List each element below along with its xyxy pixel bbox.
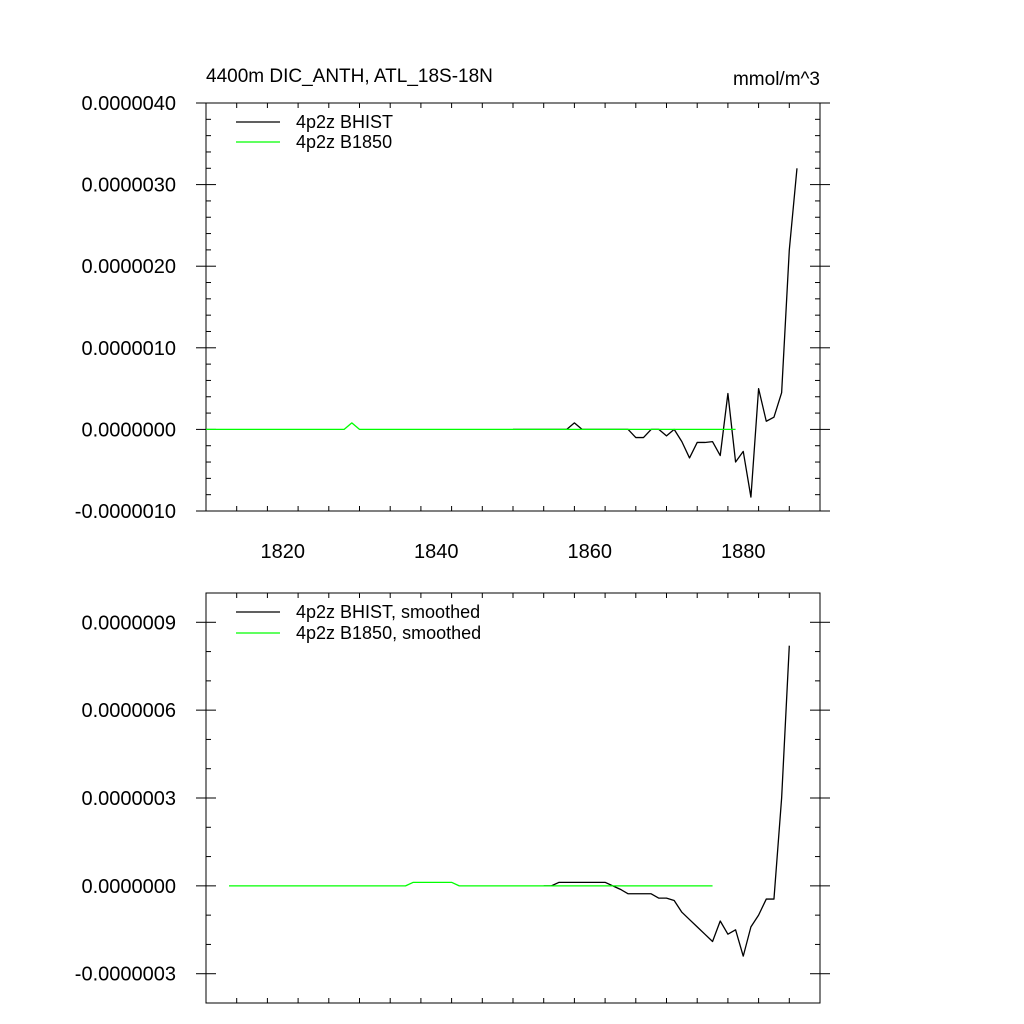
- y-tick-label: 0.0000003: [81, 788, 176, 810]
- series-group: [229, 645, 790, 957]
- y-tick-label: 0.0000030: [81, 175, 176, 197]
- series-group: [206, 168, 798, 498]
- series-line-bhist: [513, 168, 798, 498]
- x-tick-label: 1880: [721, 541, 766, 563]
- y-tick-label: 0.0000000: [81, 419, 176, 441]
- legend-label-b1850: 4p2z B1850: [296, 132, 392, 152]
- y-tick-label: 0.0000010: [81, 338, 176, 360]
- series-line-bhist: [543, 645, 790, 957]
- plot-frame: [205, 592, 821, 1004]
- chart-panel-2: -0.0000003 0.0000000 0.0000003 0.0000006 0.0…: [75, 592, 830, 1004]
- units-label: mmol/m^3: [733, 69, 820, 90]
- chart-panel-1: 1820 1840 1860 1880 -0.0000010 0.0000000 0.000…: [75, 66, 830, 563]
- y-tick-label: 0.0000009: [81, 612, 176, 634]
- y-tick-label: 0.0000020: [81, 256, 176, 278]
- x-tick-label: 1820: [261, 541, 306, 563]
- series-line-b1850: [229, 881, 713, 887]
- legend-label-b1850: 4p2z B1850, smoothed: [296, 623, 481, 643]
- x-tick-label: 1860: [568, 541, 613, 563]
- y-tick-label: -0.0000010: [75, 501, 176, 523]
- y-tick-label: 0.0000006: [81, 700, 176, 722]
- y-tick-label: 0.0000000: [81, 876, 176, 898]
- legend-label-bhist: 4p2z BHIST, smoothed: [296, 602, 480, 622]
- y-tick-label: 0.0000040: [81, 93, 176, 115]
- legend-label-bhist: 4p2z BHIST: [296, 112, 393, 132]
- y-tick-label: -0.0000003: [75, 964, 176, 986]
- series-line-b1850: [206, 422, 736, 431]
- plot-frame: [205, 102, 821, 512]
- x-tick-label: 1840: [414, 541, 459, 563]
- chart-title: 4400m DIC_ANTH, ATL_18S-18N: [206, 66, 493, 87]
